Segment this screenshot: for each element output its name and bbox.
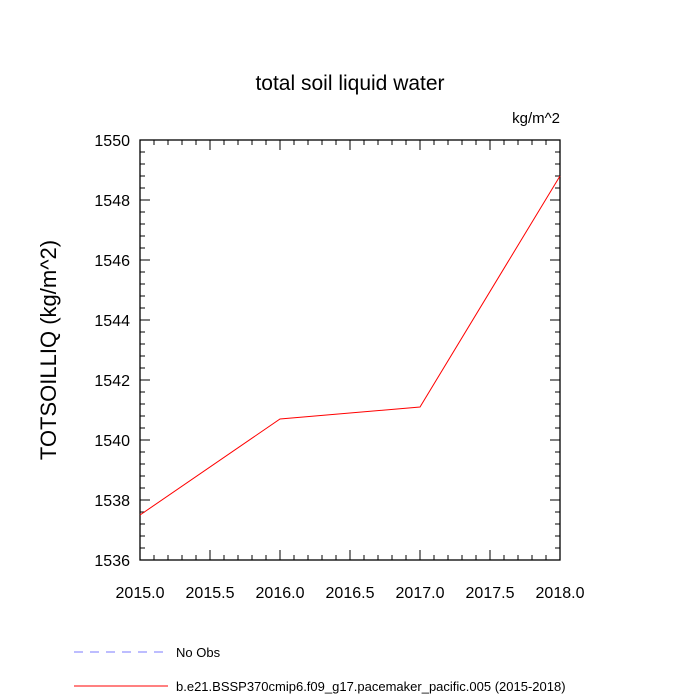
chart-title: total soil liquid water	[255, 72, 444, 95]
y-tick-label: 1536	[94, 553, 130, 570]
x-tick-label: 2015.0	[116, 585, 165, 602]
series-layer	[139, 175, 561, 516]
x-tick-label: 2016.5	[326, 585, 375, 602]
x-tick-label: 2017.0	[396, 585, 445, 602]
legend: No Obs b.e21.BSSP370cmip6.f09_g17.pacemak…	[74, 645, 566, 694]
legend-label: b.e21.BSSP370cmip6.f09_g17.pacemaker_pac…	[176, 679, 566, 694]
y-tick-label: 1548	[94, 193, 130, 210]
series-line	[139, 175, 561, 516]
x-tick-label: 2018.0	[536, 585, 585, 602]
y-axis-label: TOTSOILLIQ (kg/m^2)	[36, 240, 61, 460]
y-tick-label: 1546	[94, 253, 130, 270]
tick-labels: 2015.0 2015.5 2016.0 2016.5 2017.0 2017.5 2018…	[94, 133, 584, 602]
units-label: kg/m^2	[512, 110, 560, 127]
x-tick-label: 2016.0	[256, 585, 305, 602]
x-tick-label: 2017.5	[466, 585, 515, 602]
y-tick-label: 1544	[94, 313, 130, 330]
x-tick-label: 2015.5	[186, 585, 235, 602]
axis-ticks	[139, 139, 561, 561]
legend-label: No Obs	[176, 645, 221, 660]
y-tick-label: 1542	[94, 373, 130, 390]
y-tick-label: 1538	[94, 493, 130, 510]
y-tick-label: 1550	[94, 133, 130, 150]
y-tick-label: 1540	[94, 433, 130, 450]
plot-frame	[139, 139, 561, 561]
